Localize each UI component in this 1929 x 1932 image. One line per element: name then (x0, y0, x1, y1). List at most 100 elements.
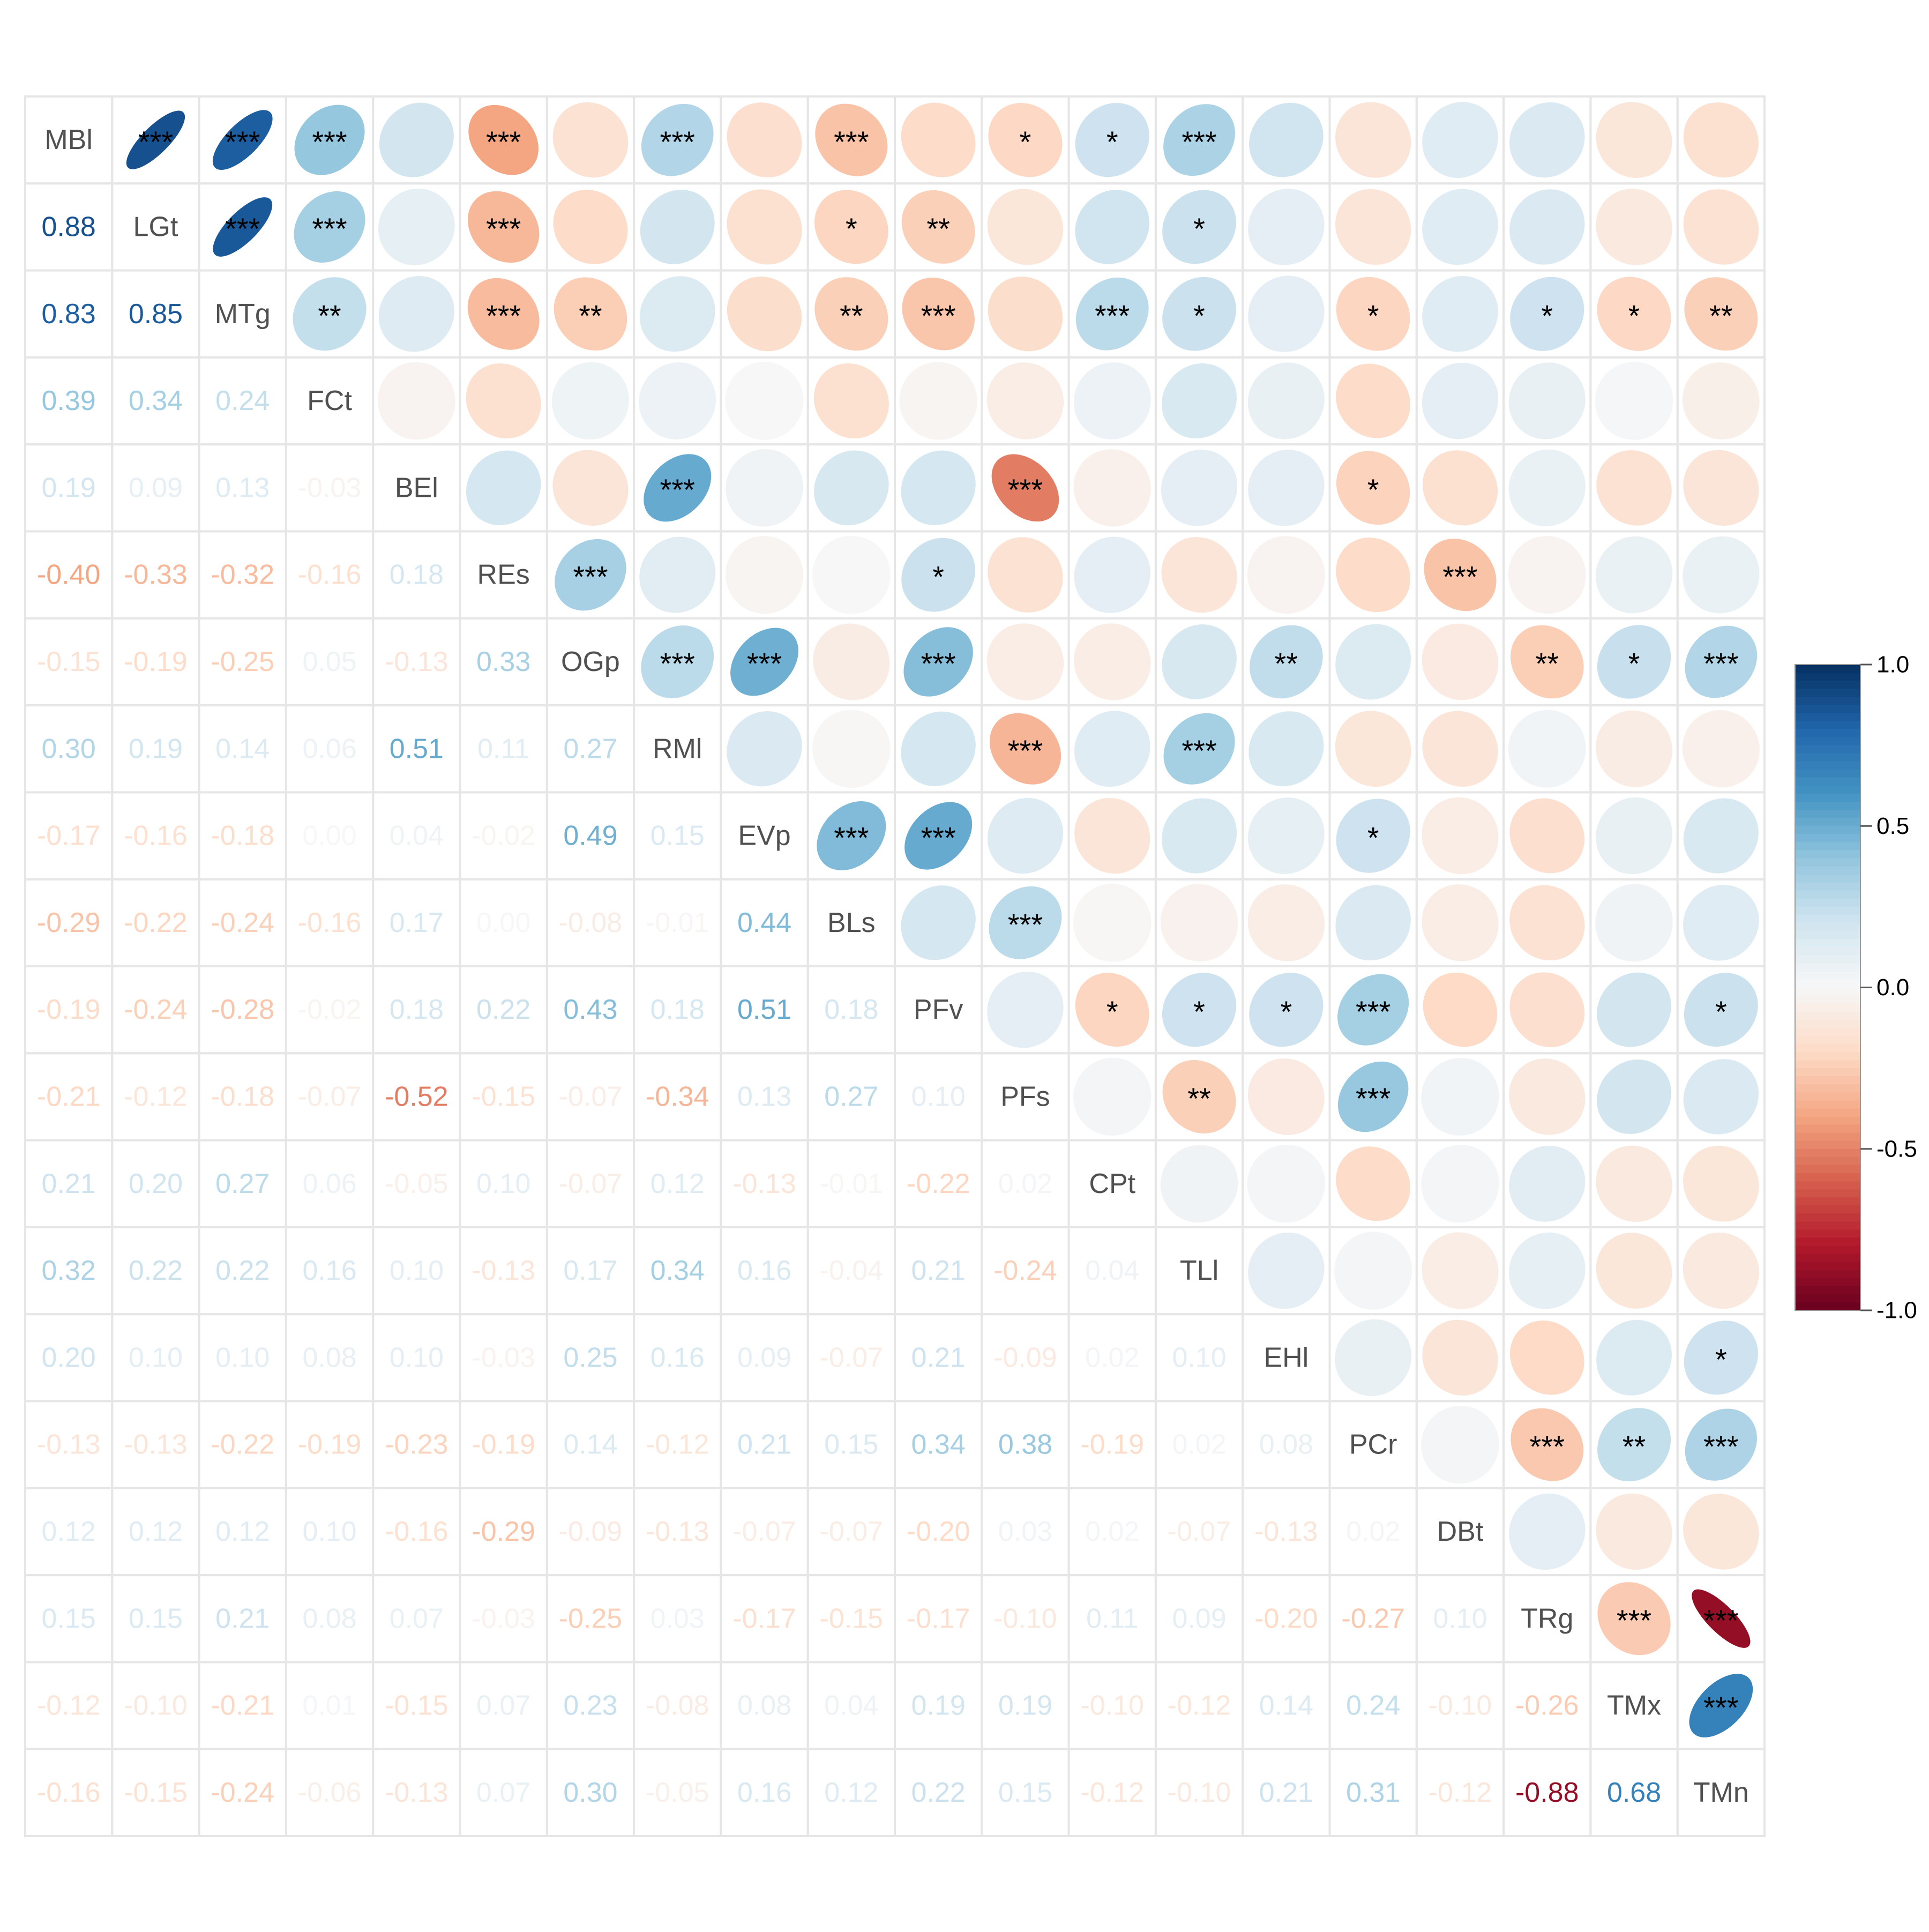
correlation-value: -0.15 (472, 1081, 535, 1112)
correlation-value: 0.17 (390, 907, 444, 938)
correlation-ellipse (1597, 1059, 1672, 1134)
correlation-value: 0.39 (42, 385, 96, 416)
correlation-value: -0.10 (993, 1603, 1057, 1634)
correlation-ellipse (1162, 624, 1237, 699)
correlation-value: 0.51 (390, 733, 444, 764)
correlation-value: 0.21 (1259, 1777, 1313, 1808)
correlation-ellipse (213, 197, 273, 257)
correlation-value: -0.27 (1341, 1603, 1405, 1634)
correlation-value: 0.02 (1172, 1429, 1226, 1460)
correlation-ellipse (1508, 449, 1586, 527)
significance-stars: *** (1530, 1429, 1565, 1463)
correlation-value: 0.16 (302, 1255, 356, 1286)
correlation-value: 0.15 (42, 1603, 96, 1634)
colorbar-segment (1795, 1019, 1860, 1028)
correlation-ellipse (901, 711, 976, 786)
correlation-value: 0.15 (129, 1603, 183, 1634)
correlation-value: 0.68 (1607, 1777, 1661, 1808)
significance-stars: *** (1008, 734, 1043, 767)
correlation-value: 0.12 (42, 1516, 96, 1547)
correlation-ellipse (730, 628, 799, 696)
correlation-value: -0.28 (211, 994, 274, 1025)
correlation-value: -0.12 (646, 1429, 709, 1460)
correlation-ellipse (1509, 1493, 1586, 1570)
correlation-value: 0.43 (563, 994, 617, 1025)
correlation-ellipse (1682, 710, 1760, 788)
variable-label: TLl (1180, 1255, 1218, 1286)
significance-stars: *** (1703, 647, 1738, 681)
significance-stars: * (1106, 125, 1118, 159)
colorbar-segment (1795, 1116, 1860, 1125)
correlation-value: -0.13 (385, 1777, 448, 1808)
correlation-value: -0.19 (1080, 1429, 1144, 1460)
colorbar-segment (1795, 729, 1860, 738)
correlation-ellipse (1336, 451, 1410, 525)
correlation-value: 0.49 (563, 820, 617, 852)
correlation-value: -0.24 (211, 1777, 274, 1808)
significance-stars: * (1020, 125, 1031, 159)
correlation-value: 0.09 (737, 1342, 791, 1373)
colorbar-segment (1795, 955, 1860, 964)
correlation-ellipse (1597, 1408, 1671, 1482)
correlation-ellipse (1683, 1494, 1759, 1570)
correlation-ellipse (554, 277, 627, 351)
correlation-value: 0.20 (42, 1342, 96, 1373)
colorbar-segment (1795, 802, 1860, 811)
colorbar-segment (1795, 705, 1860, 714)
correlation-ellipse (903, 627, 973, 697)
significance-stars: *** (573, 560, 608, 593)
correlation-ellipse (1247, 536, 1325, 614)
correlation-ellipse (1335, 189, 1411, 265)
correlation-value: -0.12 (1429, 1777, 1492, 1808)
correlation-ellipse (1074, 797, 1150, 874)
correlation-value: 0.04 (390, 820, 444, 852)
correlation-value: -0.19 (37, 994, 101, 1025)
correlation-ellipse (1073, 883, 1152, 962)
variable-label: TMn (1693, 1777, 1749, 1808)
variable-label: TMx (1607, 1690, 1661, 1721)
correlation-ellipse (1511, 1408, 1584, 1481)
colorbar-segment (1795, 842, 1860, 851)
colorbar-segment (1795, 1124, 1860, 1133)
colorbar-segment (1795, 1302, 1860, 1311)
correlation-ellipse (1508, 536, 1586, 614)
correlation-value: 0.30 (42, 733, 96, 764)
correlation-ellipse (1422, 189, 1498, 265)
correlation-ellipse (812, 710, 891, 788)
correlation-value: 0.15 (651, 820, 705, 852)
variable-label: LGt (133, 211, 178, 242)
correlation-ellipse (1337, 1061, 1409, 1132)
correlation-value: 0.38 (998, 1429, 1052, 1460)
correlation-ellipse (1509, 1321, 1584, 1395)
significance-stars: *** (660, 125, 695, 159)
significance-stars: * (1193, 212, 1205, 245)
correlation-value: -0.07 (298, 1081, 362, 1112)
correlation-ellipse (644, 454, 712, 522)
significance-stars: *** (1182, 125, 1216, 159)
colorbar-segment (1795, 995, 1860, 1004)
colorbar-segment (1795, 874, 1860, 883)
significance-stars: ** (840, 299, 863, 333)
correlation-ellipse (815, 103, 888, 176)
correlation-value: 0.14 (563, 1429, 617, 1460)
correlation-value: -0.17 (37, 820, 101, 852)
correlation-value: -0.01 (820, 1168, 884, 1199)
correlation-ellipse (813, 450, 889, 526)
correlation-value: 0.08 (1259, 1429, 1313, 1460)
variable-label: PCr (1349, 1429, 1397, 1460)
correlation-ellipse (468, 105, 539, 175)
correlation-value: -0.05 (646, 1777, 709, 1808)
correlation-ellipse (639, 276, 715, 352)
correlation-ellipse (986, 362, 1064, 439)
correlation-ellipse (727, 277, 802, 352)
correlation-value: 0.32 (42, 1255, 96, 1286)
colorbar-segment (1795, 1003, 1860, 1012)
correlation-ellipse (988, 277, 1063, 352)
correlation-ellipse (1596, 1145, 1672, 1222)
correlation-value: 0.11 (477, 733, 529, 764)
correlation-ellipse (725, 362, 804, 441)
correlation-ellipse (1509, 189, 1585, 265)
correlation-value: -0.08 (559, 907, 623, 938)
correlation-ellipse (212, 110, 273, 170)
correlation-value: 0.22 (215, 1255, 270, 1286)
